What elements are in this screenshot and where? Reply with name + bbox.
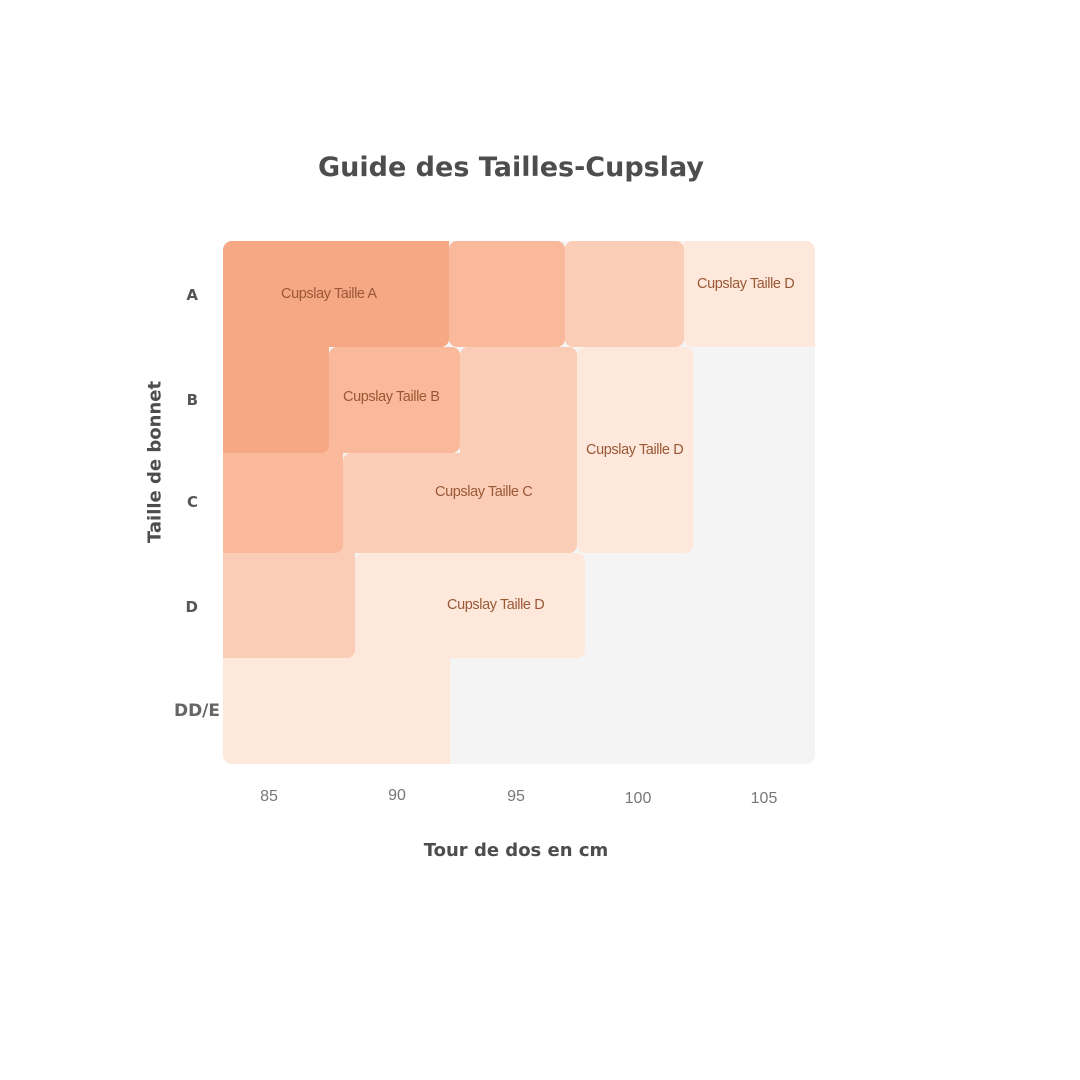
row-label-dd-e: DD/E <box>173 701 220 721</box>
region-d-top <box>684 241 815 347</box>
col-label-95: 95 <box>507 788 525 805</box>
region-c-row <box>343 453 577 553</box>
col-label-100: 100 <box>624 790 652 807</box>
region-a-bottom <box>223 330 329 453</box>
region-label-d-top: Cupslay Taille D <box>697 276 795 292</box>
region-label-d-row: Cupslay Taille D <box>447 597 545 613</box>
region-label-b: Cupslay Taille B <box>343 389 440 405</box>
col-label-85: 85 <box>260 788 278 805</box>
row-label-b: B <box>186 391 198 409</box>
region-b-middle <box>329 347 460 453</box>
row-label-d: D <box>185 598 198 616</box>
page-title: Guide des Tailles-Cupslay <box>318 152 704 183</box>
region-d-bottom <box>223 640 450 764</box>
x-axis-label: Tour de dos en cm <box>423 840 609 861</box>
region-c-top <box>565 241 684 347</box>
region-d-middle <box>577 347 693 553</box>
row-label-a: A <box>186 286 198 304</box>
region-label-c: Cupslay Taille C <box>435 484 533 500</box>
col-label-90: 90 <box>388 787 406 804</box>
col-label-105: 105 <box>750 790 778 807</box>
row-label-c: C <box>186 493 198 511</box>
region-a-top <box>223 241 449 347</box>
region-label-d-middle: Cupslay Taille D <box>586 442 684 458</box>
region-c-bottom <box>223 540 355 658</box>
region-label-a: Cupslay Taille A <box>281 286 377 302</box>
region-b-bottom <box>223 440 343 553</box>
region-b-top <box>449 241 565 347</box>
